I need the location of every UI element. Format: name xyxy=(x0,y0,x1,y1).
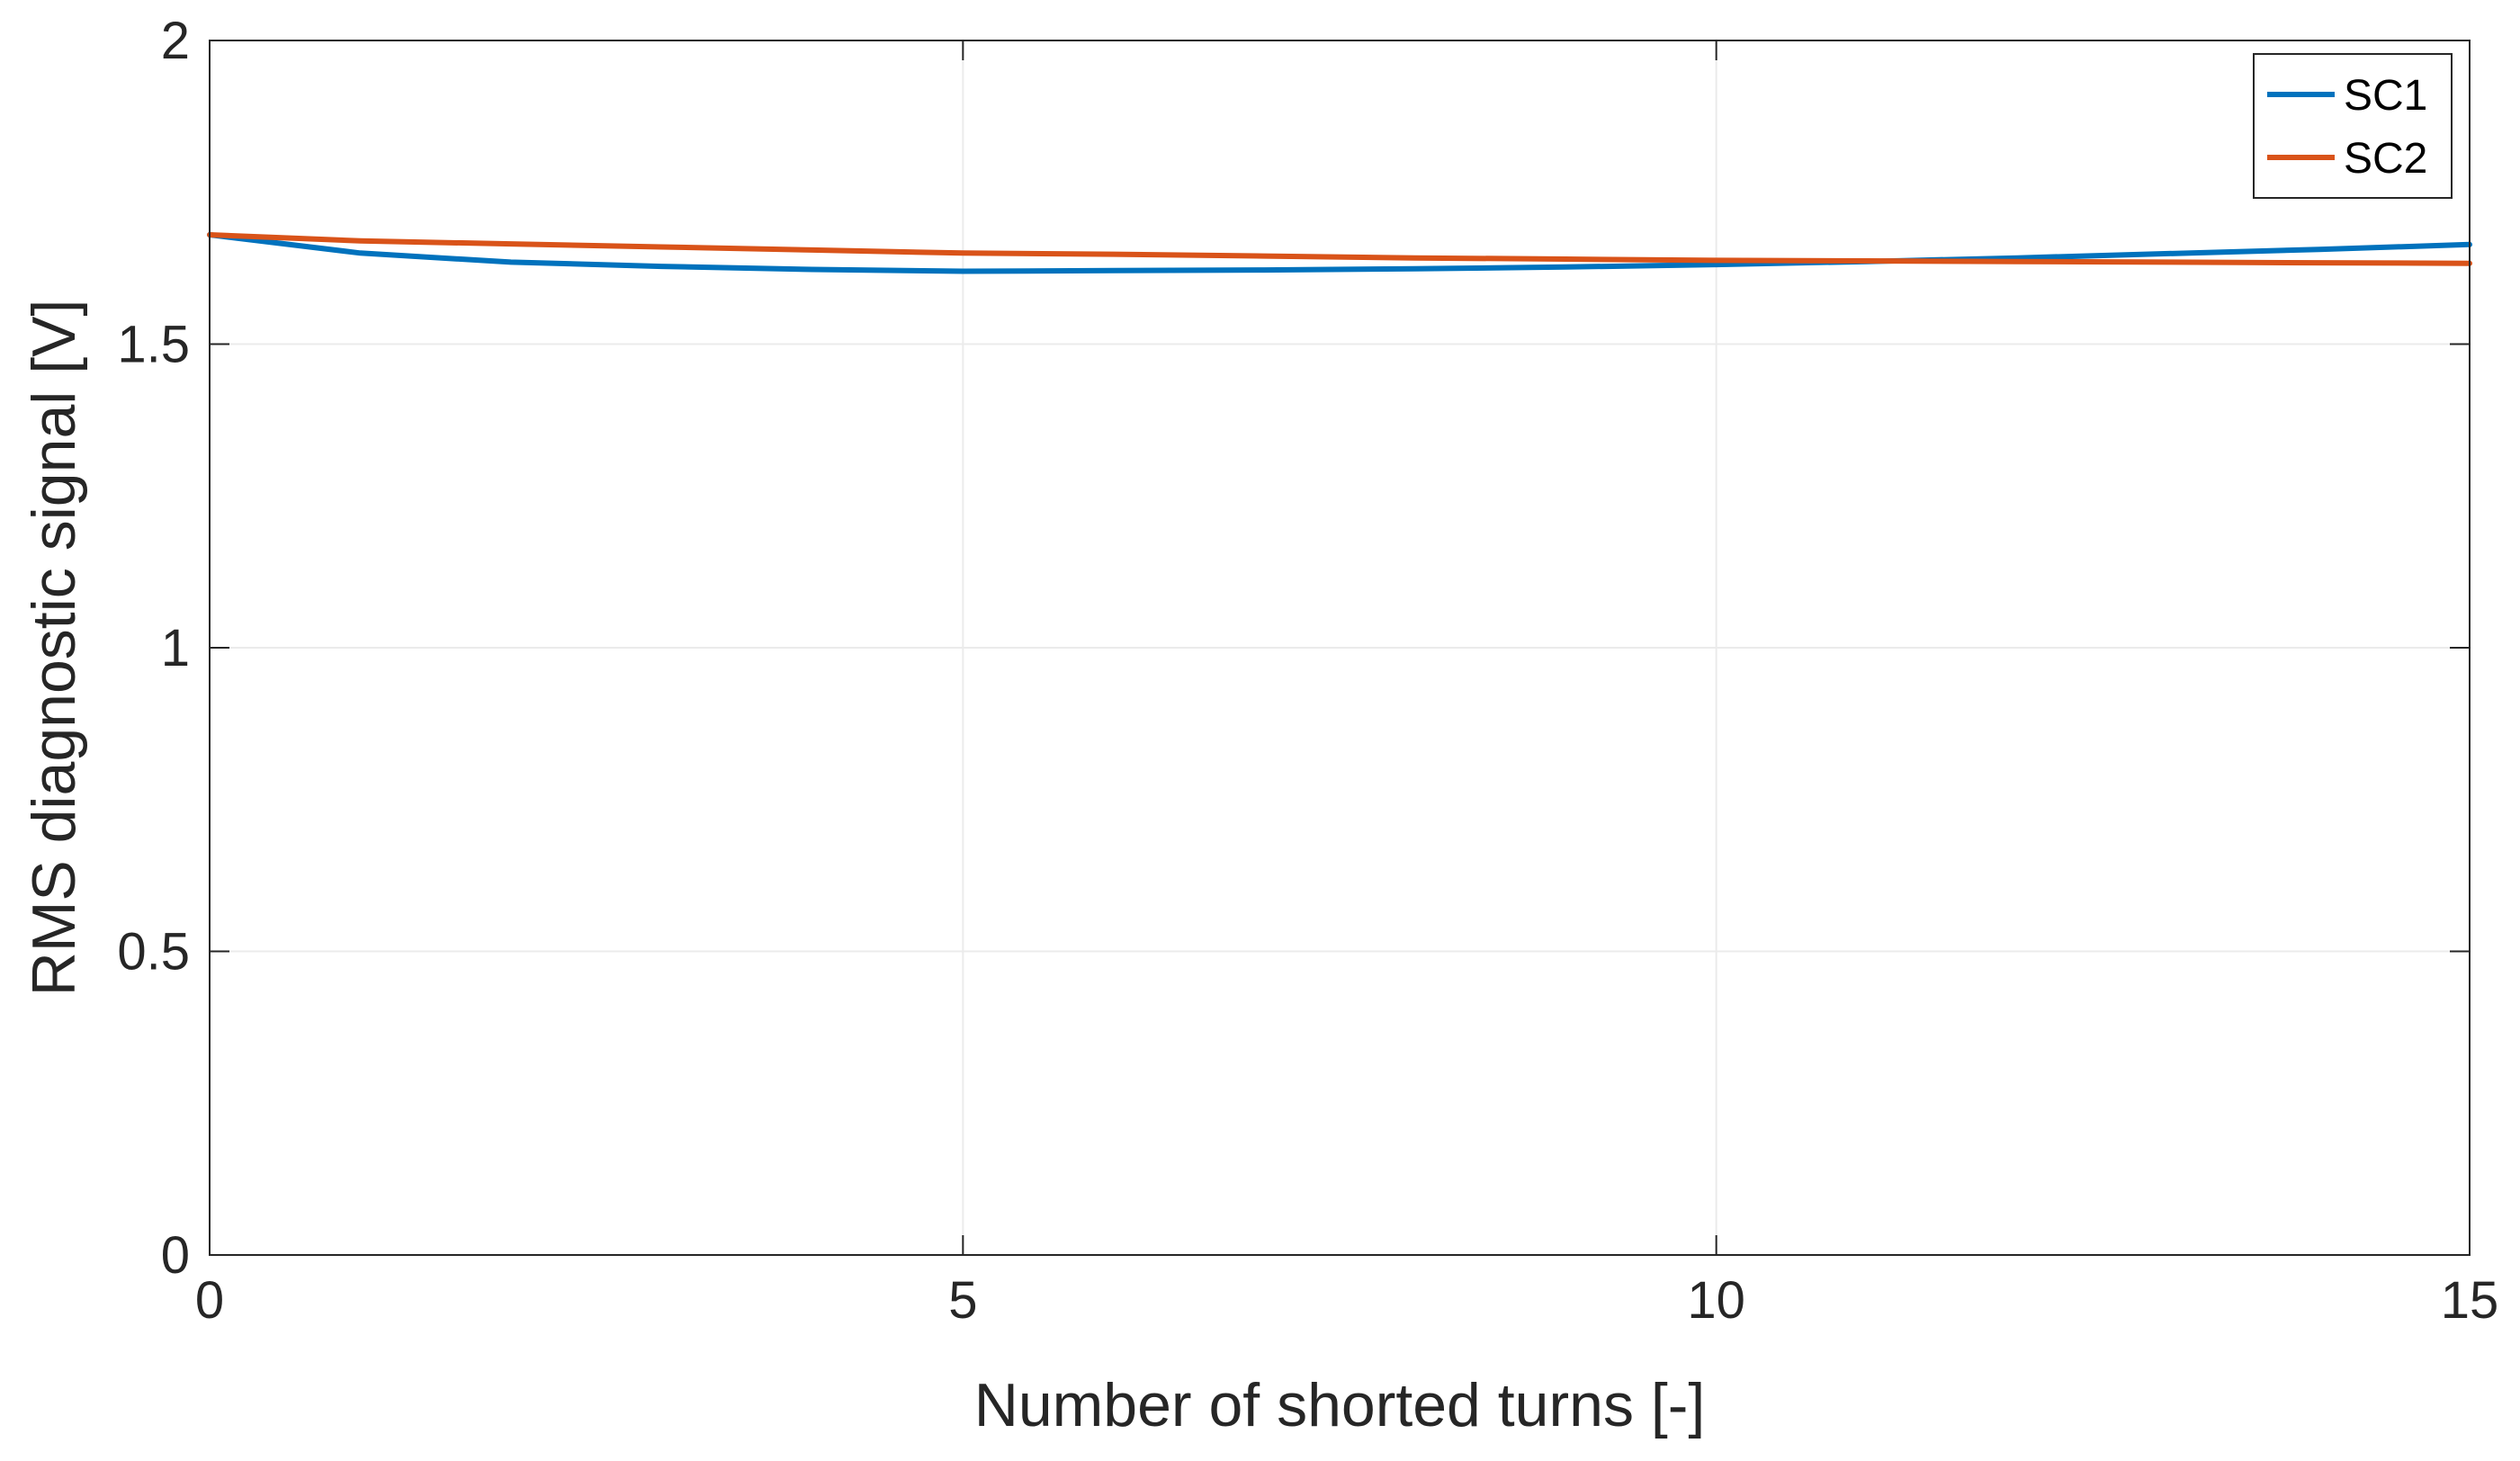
y-tick-label: 0.5 xyxy=(117,923,190,981)
plot-series xyxy=(207,232,2472,274)
axis-ticks: 0 5 10 15 0 0.5 1 1.5 2 xyxy=(117,12,2498,1330)
legend-box xyxy=(2253,53,2453,199)
x-tick-label: 0 xyxy=(195,1271,224,1330)
y-tick-label: 2 xyxy=(161,12,190,70)
y-axis-label: RMS diagnostic signal [V] xyxy=(20,300,88,997)
x-tick-label: 10 xyxy=(1687,1271,1745,1330)
legend-label-sc2: SC2 xyxy=(2344,135,2427,183)
x-tick-label: 15 xyxy=(2441,1271,2499,1330)
x-axis-label: Number of shorted turns [-] xyxy=(974,1371,1706,1439)
y-tick-label: 0 xyxy=(161,1226,190,1285)
x-tick-label: 5 xyxy=(948,1271,977,1330)
series-line-sc1 xyxy=(207,232,2472,274)
y-tick-label: 1.5 xyxy=(117,316,190,374)
y-tick-label: 1 xyxy=(161,619,190,677)
series-line-sc2 xyxy=(207,232,2472,266)
legend-label-sc1: SC1 xyxy=(2344,72,2427,120)
